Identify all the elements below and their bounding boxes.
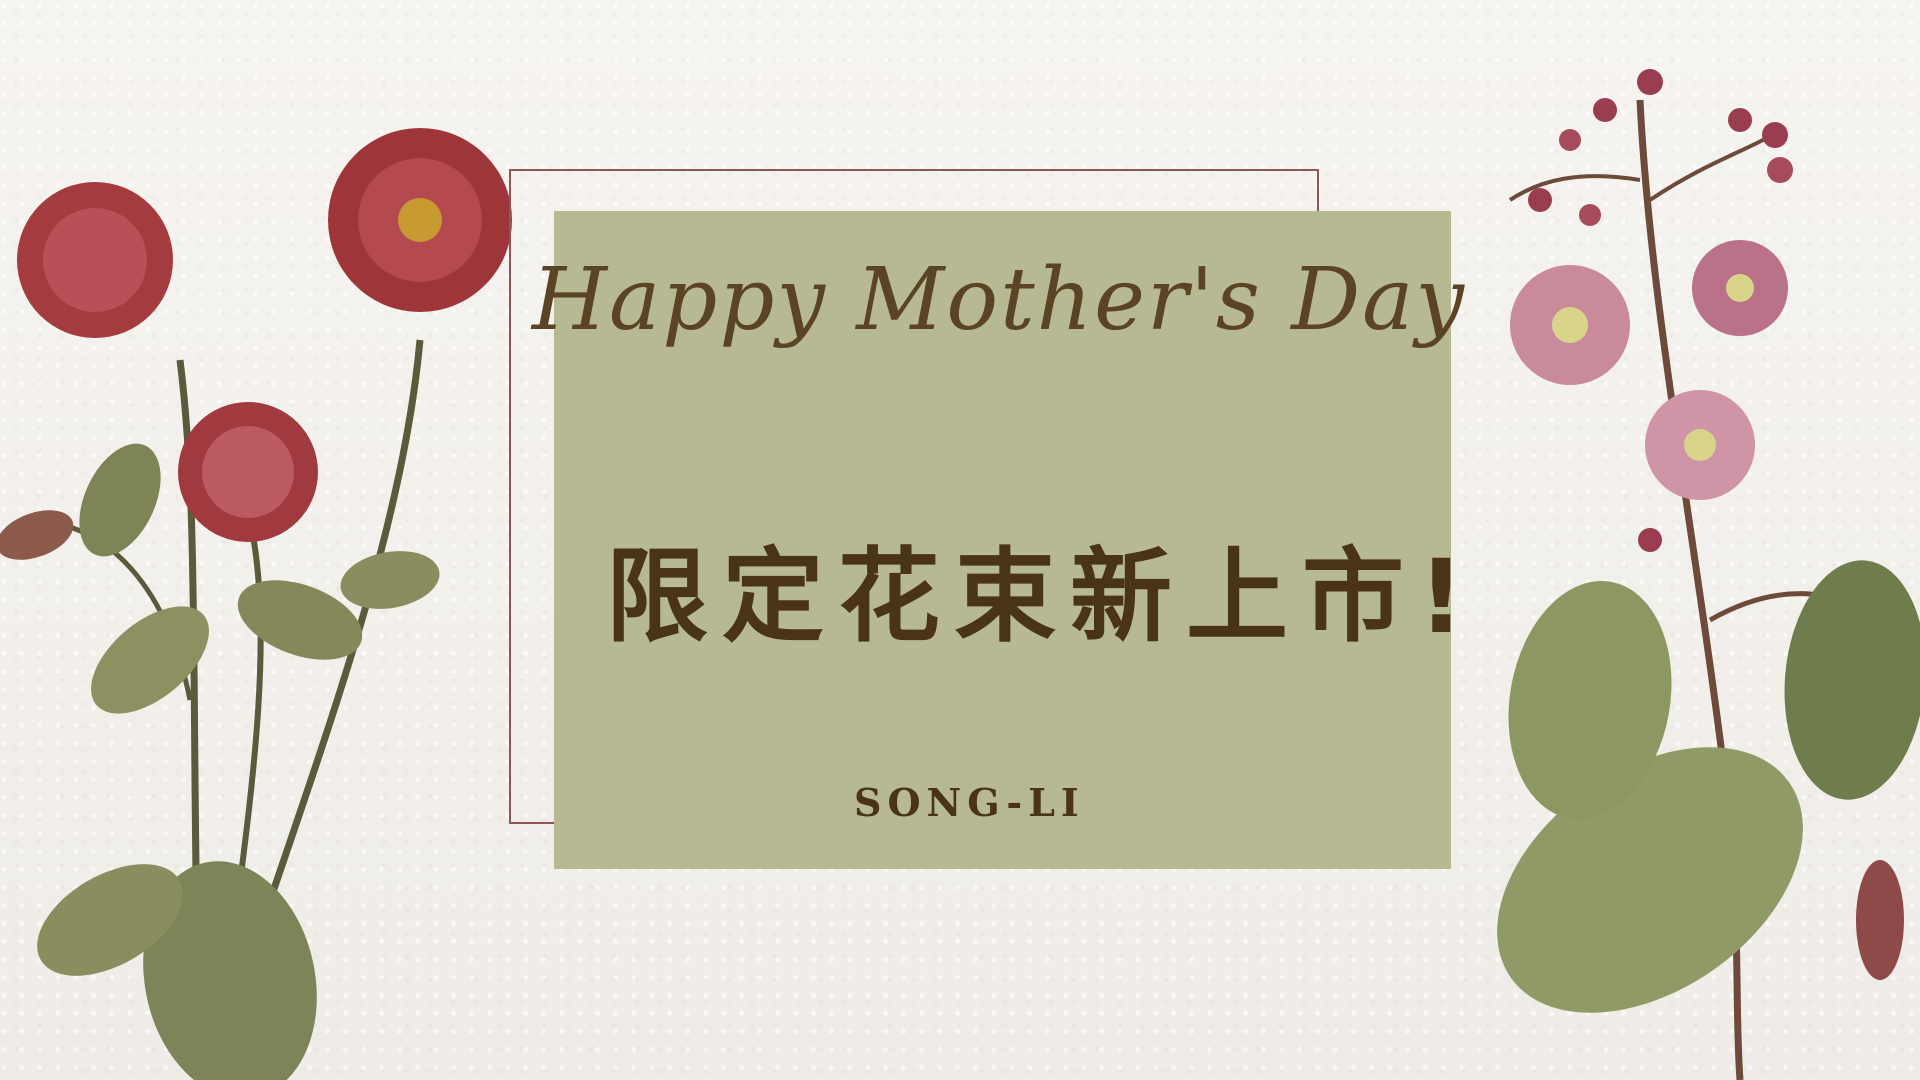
pink-blossom-leaves-illustration xyxy=(1497,69,1920,1080)
card-title: Happy Mother's Day xyxy=(532,250,1467,350)
green-card-panel xyxy=(554,211,1451,869)
brand-name: SONG-LI xyxy=(854,780,1085,825)
dahlia-flowers-illustration xyxy=(0,128,512,1080)
card-headline: 限定花束新上市! xyxy=(606,538,1479,657)
